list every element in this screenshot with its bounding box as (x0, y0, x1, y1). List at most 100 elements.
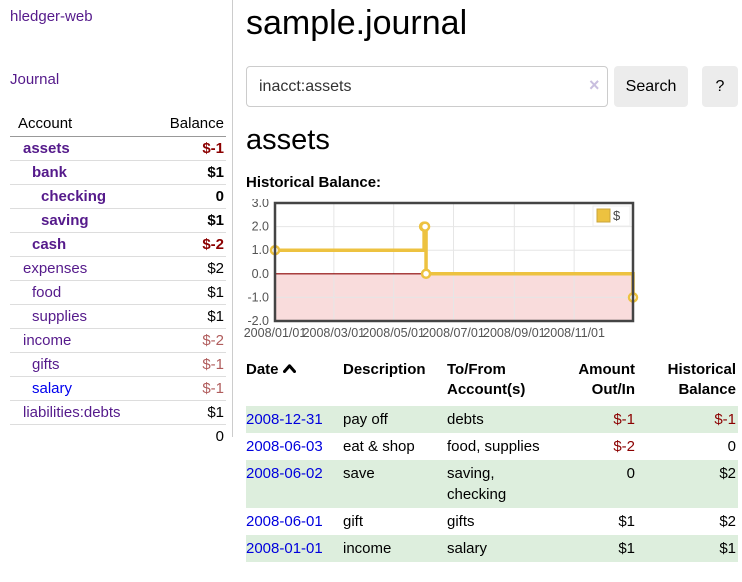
account-link-bank[interactable]: bank (32, 164, 68, 181)
amount-cell: $-2 (613, 438, 635, 455)
historical-balance-cell: 0 (727, 438, 736, 455)
amount-cell: $1 (618, 513, 635, 530)
tofrom-accounts-cell: debts (447, 406, 559, 433)
nav-journal-link[interactable]: Journal (10, 71, 60, 88)
svg-text:2008/05/01: 2008/05/01 (362, 326, 425, 340)
tofrom-accounts-cell: food, supplies (447, 438, 540, 455)
description-cell: income (343, 535, 447, 562)
account-link-assets[interactable]: assets (23, 140, 70, 157)
tofrom-accounts-cell: salary (447, 535, 559, 562)
account-balance: $-2 (153, 328, 226, 353)
accounts-header-row: Account Balance (10, 112, 226, 137)
account-link-checking[interactable]: checking (41, 188, 107, 205)
register-table: Date Description To/From Account(s) Amou… (246, 360, 738, 562)
account-link-income[interactable]: income (23, 332, 72, 349)
account-link-gifts[interactable]: gifts (32, 356, 60, 373)
sidebar-divider (232, 0, 233, 437)
transaction-date-link[interactable]: 2008-01-01 (246, 540, 323, 557)
account-row: food $1 (10, 280, 226, 305)
sort-asc-icon (282, 364, 296, 373)
column-header-description: Description (343, 361, 426, 378)
tofrom-accounts-cell: saving, checking (447, 460, 559, 508)
account-balance: $2 (153, 256, 226, 281)
account-name-cell: food (10, 280, 154, 305)
svg-text:2.0: 2.0 (252, 220, 269, 234)
accounts-header-account: Account (10, 112, 154, 137)
account-name-cell: supplies (10, 304, 154, 329)
register-row: 2008-01-01 income salary $1 $1 (246, 535, 738, 562)
account-balance: $1 (153, 160, 226, 185)
register-header-row: Date Description To/From Account(s) Amou… (246, 360, 738, 406)
svg-text:2008/01/01: 2008/01/01 (244, 326, 306, 340)
description-cell: eat & shop (343, 438, 415, 455)
transaction-date-link[interactable]: 2008-12-31 (246, 411, 323, 428)
account-name-cell: saving (10, 208, 154, 233)
account-row: liabilities:debts $1 (10, 400, 226, 425)
account-link-expenses[interactable]: expenses (23, 260, 88, 277)
account-name-cell: assets (10, 136, 154, 161)
column-header-tofrom: To/From Account(s) (447, 361, 526, 398)
date-cell: 2008-12-31 (246, 406, 343, 433)
svg-text:2008/11/01: 2008/11/01 (543, 326, 605, 340)
account-link-supplies[interactable]: supplies (32, 308, 88, 325)
account-name-cell: gifts (10, 352, 154, 377)
search-button[interactable]: Search (614, 66, 688, 107)
account-balance: $1 (153, 208, 226, 233)
svg-text:3.0: 3.0 (252, 199, 269, 210)
column-header-date[interactable]: Date (246, 360, 343, 406)
svg-text:$: $ (613, 208, 621, 223)
chart-title: Historical Balance: (246, 174, 382, 191)
description-cell: save (343, 460, 447, 508)
app-brand-link[interactable]: hledger-web (10, 8, 93, 25)
account-balance: $1 (153, 304, 226, 329)
account-balance: $1 (153, 400, 226, 425)
svg-text:1.0: 1.0 (252, 243, 269, 257)
account-row: salary $-1 (10, 376, 226, 401)
historical-balance-chart[interactable]: $3.0 2.0 1.0 0.0 -1.0 -2.02008/01/012008/03/0… (244, 199, 714, 347)
date-cell: 2008-06-02 (246, 460, 343, 508)
account-balance: $-1 (153, 352, 226, 377)
account-row: income $-2 (10, 328, 226, 353)
transaction-date-link[interactable]: 2008-06-01 (246, 513, 323, 530)
help-button[interactable]: ? (702, 66, 738, 107)
account-link-food[interactable]: food (32, 284, 62, 301)
account-heading: assets (246, 124, 330, 156)
transaction-date-link[interactable]: 2008-06-02 (246, 465, 323, 482)
register-row: 2008-12-31 pay off debts $-1 $-1 (246, 406, 738, 433)
column-header-amount: Amount Out/In (578, 361, 635, 398)
accounts-header-balance: Balance (153, 112, 226, 137)
accounts-table: Account Balance assets $-1 bank $1 checking 0… (10, 112, 226, 448)
account-balance: 0 (153, 184, 226, 209)
account-link-saving[interactable]: saving (41, 212, 89, 229)
search-input[interactable] (246, 66, 608, 107)
page-title: sample.journal (246, 4, 468, 42)
date-cell: 2008-01-01 (246, 535, 343, 562)
svg-text:2008/07/01: 2008/07/01 (422, 326, 485, 340)
account-link-salary[interactable]: salary (32, 380, 73, 397)
description-cell: gift (343, 513, 364, 530)
accounts-total-spacer (10, 424, 154, 448)
account-name-cell: cash (10, 232, 154, 257)
historical-balance-cell: $2 (641, 460, 738, 508)
accounts-total-row: 0 (10, 424, 226, 448)
date-cell: 2008-06-03 (246, 433, 343, 460)
date-cell: 2008-06-01 (246, 508, 343, 535)
transaction-date-link[interactable]: 2008-06-03 (246, 438, 323, 455)
amount-cell: $-1 (559, 406, 641, 433)
account-balance: $-2 (153, 232, 226, 257)
account-name-cell: bank (10, 160, 154, 185)
account-link-cash[interactable]: cash (32, 236, 67, 253)
clear-search-icon[interactable]: × (589, 75, 600, 95)
account-name-cell: expenses (10, 256, 154, 281)
account-row: gifts $-1 (10, 352, 226, 377)
account-link-liabilities-debts[interactable]: liabilities:debts (23, 404, 121, 421)
historical-balance-cell: $1 (641, 535, 738, 562)
account-name-cell: income (10, 328, 154, 353)
amount-cell: 0 (559, 460, 641, 508)
account-row: bank $1 (10, 160, 226, 185)
account-balance: $-1 (153, 376, 226, 401)
column-header-balance: Historical Balance (667, 361, 736, 398)
account-row: saving $1 (10, 208, 226, 233)
account-row: cash $-2 (10, 232, 226, 257)
account-balance: $1 (153, 280, 226, 305)
